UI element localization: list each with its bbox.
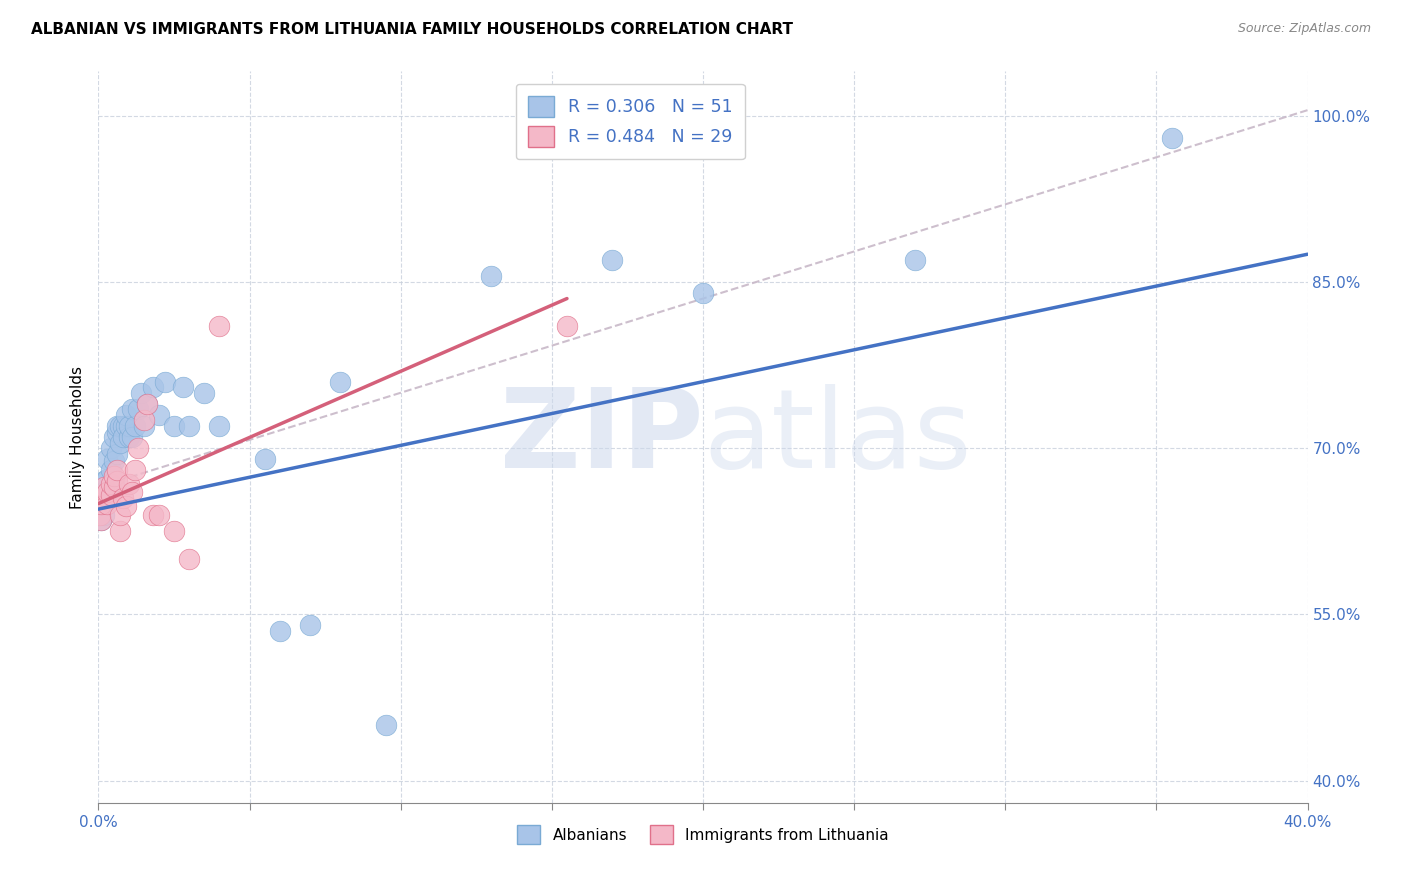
Point bbox=[93, 480, 115, 494]
Point bbox=[100, 488, 122, 502]
Point bbox=[96, 452, 118, 467]
Point bbox=[135, 397, 157, 411]
Point bbox=[179, 552, 201, 566]
Point bbox=[90, 497, 112, 511]
Point bbox=[142, 508, 165, 522]
Point bbox=[103, 454, 125, 468]
Text: Source: ZipAtlas.com: Source: ZipAtlas.com bbox=[1237, 22, 1371, 36]
Point bbox=[90, 485, 112, 500]
Point bbox=[105, 447, 128, 461]
Point bbox=[132, 413, 155, 427]
Point bbox=[103, 430, 125, 444]
Point bbox=[90, 513, 112, 527]
Point bbox=[111, 430, 134, 444]
Point bbox=[96, 497, 118, 511]
Point bbox=[904, 252, 927, 267]
Point bbox=[124, 463, 146, 477]
Point bbox=[100, 463, 122, 477]
Point bbox=[132, 419, 155, 434]
Point bbox=[103, 480, 125, 494]
Point bbox=[127, 441, 149, 455]
Point bbox=[111, 491, 134, 505]
Point bbox=[163, 524, 186, 539]
Point bbox=[111, 419, 134, 434]
Y-axis label: Family Households: Family Households bbox=[69, 366, 84, 508]
Point bbox=[121, 430, 143, 444]
Point bbox=[93, 491, 115, 505]
Point bbox=[269, 624, 291, 638]
Point bbox=[374, 718, 396, 732]
Point bbox=[89, 502, 111, 516]
Point bbox=[103, 475, 125, 489]
Point bbox=[105, 463, 128, 477]
Point bbox=[108, 435, 131, 450]
Point bbox=[163, 419, 186, 434]
Point bbox=[100, 441, 122, 455]
Point bbox=[118, 419, 141, 434]
Point bbox=[555, 319, 578, 334]
Point bbox=[602, 252, 624, 267]
Text: ALBANIAN VS IMMIGRANTS FROM LITHUANIA FAMILY HOUSEHOLDS CORRELATION CHART: ALBANIAN VS IMMIGRANTS FROM LITHUANIA FA… bbox=[31, 22, 793, 37]
Point bbox=[108, 524, 131, 539]
Point bbox=[129, 385, 152, 400]
Point bbox=[299, 618, 322, 632]
Point bbox=[90, 513, 112, 527]
Point bbox=[193, 385, 215, 400]
Point bbox=[93, 475, 115, 489]
Point bbox=[135, 397, 157, 411]
Point bbox=[90, 497, 112, 511]
Point bbox=[114, 419, 136, 434]
Point bbox=[148, 408, 170, 422]
Point bbox=[481, 269, 503, 284]
Point bbox=[208, 319, 231, 334]
Point bbox=[329, 375, 352, 389]
Point bbox=[127, 402, 149, 417]
Point bbox=[96, 472, 118, 486]
Point bbox=[114, 408, 136, 422]
Point bbox=[105, 419, 128, 434]
Point bbox=[93, 508, 115, 522]
Point bbox=[108, 419, 131, 434]
Point bbox=[93, 491, 115, 505]
Point bbox=[179, 419, 201, 434]
Point bbox=[253, 452, 276, 467]
Point bbox=[121, 485, 143, 500]
Point bbox=[153, 375, 176, 389]
Point bbox=[1160, 131, 1182, 145]
Point bbox=[103, 468, 125, 483]
Point bbox=[172, 380, 194, 394]
Point bbox=[105, 425, 128, 439]
Point bbox=[142, 380, 165, 394]
Point bbox=[208, 419, 231, 434]
Point bbox=[105, 475, 128, 489]
Point bbox=[148, 508, 170, 522]
Point bbox=[118, 476, 141, 491]
Text: ZIP: ZIP bbox=[499, 384, 703, 491]
Point bbox=[692, 285, 714, 300]
Point bbox=[96, 485, 118, 500]
Point bbox=[114, 499, 136, 513]
Point bbox=[124, 419, 146, 434]
Point bbox=[121, 402, 143, 417]
Point bbox=[96, 485, 118, 500]
Text: atlas: atlas bbox=[703, 384, 972, 491]
Point bbox=[100, 476, 122, 491]
Point bbox=[89, 508, 111, 522]
Legend: Albanians, Immigrants from Lithuania: Albanians, Immigrants from Lithuania bbox=[512, 819, 894, 850]
Point bbox=[118, 430, 141, 444]
Point bbox=[108, 508, 131, 522]
